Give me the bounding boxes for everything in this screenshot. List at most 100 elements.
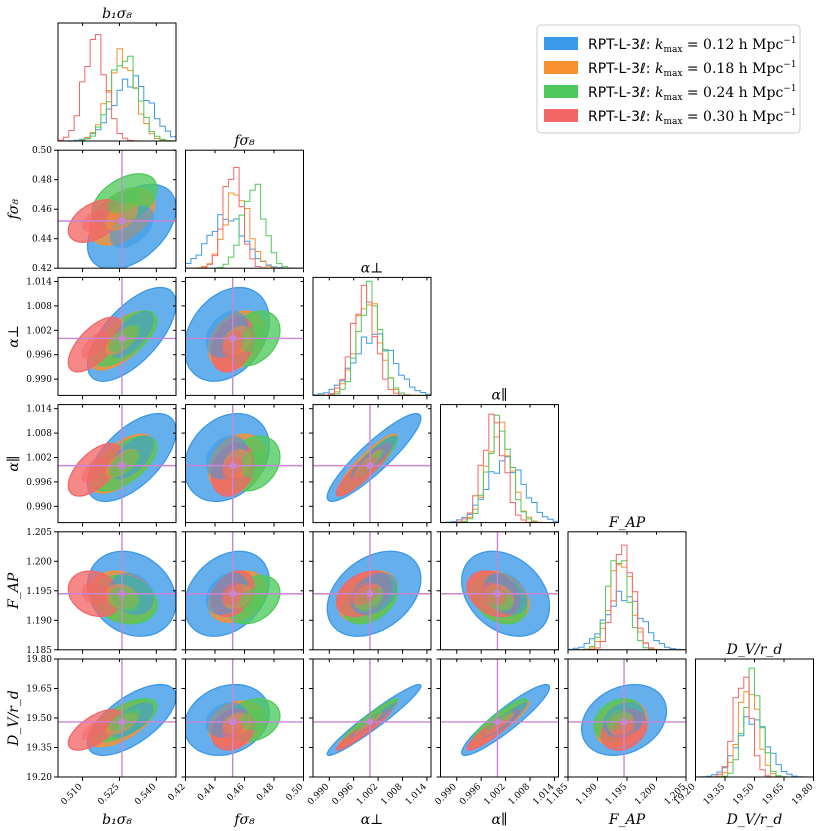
panel-fs8-b1s8 bbox=[58, 150, 176, 269]
xlabel-aperp: α⊥ bbox=[361, 812, 384, 828]
xticklabel-fs8-3: 0.48 bbox=[255, 782, 276, 803]
yticklabel-aperp-3: 1.008 bbox=[26, 302, 52, 312]
yticklabel-DVrd-2: 19.50 bbox=[26, 714, 52, 724]
diag-title-apar: α∥ bbox=[492, 388, 508, 404]
xticklabel-DVrd-4: 19.80 bbox=[790, 782, 815, 807]
hist-fs8-series-3 bbox=[185, 167, 304, 269]
frame-apar-apar bbox=[440, 404, 559, 524]
fiducial-marker-apar-fs8 bbox=[229, 462, 236, 469]
panel-apar-fs8 bbox=[185, 404, 304, 523]
xticklabel-fs8-0: 0.42 bbox=[166, 782, 187, 803]
hist-apar-series-0 bbox=[440, 456, 559, 523]
xticklabel-DVrd-1: 19.35 bbox=[702, 782, 727, 807]
yticklabel-DVrd-4: 19.80 bbox=[26, 655, 52, 665]
xticklabel-b1s8-1: 0.525 bbox=[96, 782, 121, 807]
legend-label-3: RPT-L-3ℓ: kmax = 0.30 h Mpc−1 bbox=[588, 108, 797, 127]
panel-aperp-fs8 bbox=[185, 277, 304, 396]
frame-b1s8-b1s8 bbox=[57, 22, 177, 142]
yticklabel-apar-1: 0.996 bbox=[26, 478, 52, 488]
xticklabel-aperp-3: 1.008 bbox=[379, 782, 404, 807]
xticklabel-b1s8-0: 0.510 bbox=[59, 782, 84, 807]
xticklabel-apar-3: 1.008 bbox=[507, 782, 532, 807]
yticklabel-apar-3: 1.008 bbox=[26, 429, 52, 439]
contour-inner-DVrd-b1s8-series-3 bbox=[81, 719, 109, 740]
xticklabel-apar-1: 0.996 bbox=[458, 782, 483, 807]
panel-apar-aperp bbox=[313, 404, 431, 523]
yticklabel-fs8-1: 0.44 bbox=[32, 235, 52, 245]
xticklabel-FAP-3: 1.200 bbox=[633, 782, 658, 807]
xticklabel-fs8-2: 0.46 bbox=[225, 782, 246, 803]
yticklabel-FAP-2: 1.195 bbox=[26, 587, 52, 597]
panel-FAP-aperp bbox=[313, 531, 431, 650]
hist-DVrd-series-3 bbox=[695, 676, 814, 777]
xticklabel-fs8-4: 0.50 bbox=[284, 782, 305, 803]
xticklabel-FAP-1: 1.190 bbox=[574, 782, 599, 807]
yticklabel-apar-2: 1.002 bbox=[26, 453, 52, 463]
xticklabel-DVrd-3: 19.65 bbox=[761, 782, 786, 807]
panel-DVrd-FAP bbox=[568, 659, 686, 777]
contour-inner-apar-b1s8-series-3 bbox=[81, 456, 109, 483]
yticklabel-FAP-3: 1.200 bbox=[26, 557, 52, 567]
yticklabel-fs8-2: 0.46 bbox=[32, 205, 52, 215]
panel-aperp-b1s8 bbox=[58, 277, 176, 396]
xlabel-b1s8: b₁σ₈ bbox=[102, 812, 132, 828]
yticklabel-fs8-4: 0.50 bbox=[32, 146, 52, 156]
xticklabel-aperp-1: 0.996 bbox=[331, 782, 356, 807]
xticklabel-fs8-1: 0.44 bbox=[196, 782, 217, 803]
fiducial-marker-apar-aperp bbox=[366, 462, 373, 469]
panel-aperp-aperp bbox=[313, 280, 431, 396]
hist-aperp-series-0 bbox=[313, 333, 431, 396]
xticklabel-apar-0: 0.990 bbox=[434, 782, 459, 807]
fiducial-marker-aperp-b1s8 bbox=[118, 335, 125, 342]
frame-apar-aperp bbox=[312, 404, 432, 524]
panel-DVrd-fs8 bbox=[185, 659, 304, 777]
legend: RPT-L-3ℓ: kmax = 0.12 h Mpc−1 RPT-L-3ℓ: k… bbox=[536, 24, 801, 134]
xticklabel-aperp-4: 1.014 bbox=[404, 782, 429, 807]
yticklabel-apar-4: 1.014 bbox=[26, 405, 52, 415]
xticklabel-apar-2: 1.002 bbox=[482, 782, 507, 807]
yticklabel-DVrd-1: 19.35 bbox=[26, 744, 52, 754]
yticklabel-FAP-0: 1.185 bbox=[26, 646, 52, 656]
fiducial-marker-DVrd-b1s8 bbox=[118, 718, 125, 725]
fiducial-marker-FAP-aperp bbox=[366, 590, 373, 597]
ylabel-FAP: F_AP bbox=[6, 572, 22, 610]
hist-b1s8-series-3 bbox=[58, 34, 176, 141]
panel-FAP-fs8 bbox=[185, 531, 304, 650]
hist-fs8-series-0 bbox=[185, 214, 304, 269]
contour-inner-apar-fs8-series-2 bbox=[240, 449, 267, 478]
xticklabel-aperp-0: 0.990 bbox=[306, 782, 331, 807]
diag-title-DVrd: D_V/r_d bbox=[726, 642, 783, 658]
legend-swatch-2 bbox=[544, 85, 578, 98]
fiducial-marker-DVrd-apar bbox=[494, 718, 501, 725]
fiducial-marker-DVrd-FAP bbox=[621, 718, 628, 725]
fiducial-marker-fs8-b1s8 bbox=[118, 218, 125, 224]
diag-title-fs8: fσ₈ bbox=[233, 133, 255, 149]
legend-box bbox=[536, 24, 801, 134]
fiducial-marker-DVrd-fs8 bbox=[229, 718, 236, 725]
legend-label-0: RPT-L-3ℓ: kmax = 0.12 h Mpc−1 bbox=[588, 36, 797, 55]
xticklabel-aperp-2: 1.002 bbox=[355, 782, 380, 807]
diag-title-aperp: α⊥ bbox=[361, 260, 384, 276]
panel-DVrd-apar bbox=[440, 659, 559, 777]
contour-inner-aperp-b1s8-series-3 bbox=[81, 330, 109, 359]
panel-apar-b1s8 bbox=[58, 404, 176, 523]
yticklabel-aperp-0: 0.990 bbox=[26, 375, 52, 385]
diag-title-FAP: F_AP bbox=[608, 515, 646, 531]
frame-apar-b1s8 bbox=[57, 404, 177, 524]
panel-FAP-b1s8 bbox=[58, 531, 176, 650]
yticklabel-DVrd-3: 19.65 bbox=[26, 685, 52, 695]
yticklabel-FAP-1: 1.190 bbox=[26, 616, 52, 626]
fiducial-marker-apar-b1s8 bbox=[118, 462, 125, 469]
panel-b1s8-b1s8 bbox=[58, 34, 176, 141]
xticklabel-FAP-2: 1.195 bbox=[604, 782, 629, 807]
fiducial-marker-FAP-b1s8 bbox=[118, 590, 125, 597]
panel-FAP-apar bbox=[440, 531, 559, 650]
ylabel-fs8: fσ₈ bbox=[6, 199, 22, 221]
fiducial-marker-FAP-fs8 bbox=[229, 590, 236, 597]
xlabel-apar: α∥ bbox=[492, 812, 508, 828]
ylabel-apar: α∥ bbox=[6, 456, 22, 472]
contour-inner-DVrd-fs8-series-2 bbox=[240, 709, 267, 731]
contour-inner-fs8-b1s8-series-2 bbox=[108, 187, 141, 214]
